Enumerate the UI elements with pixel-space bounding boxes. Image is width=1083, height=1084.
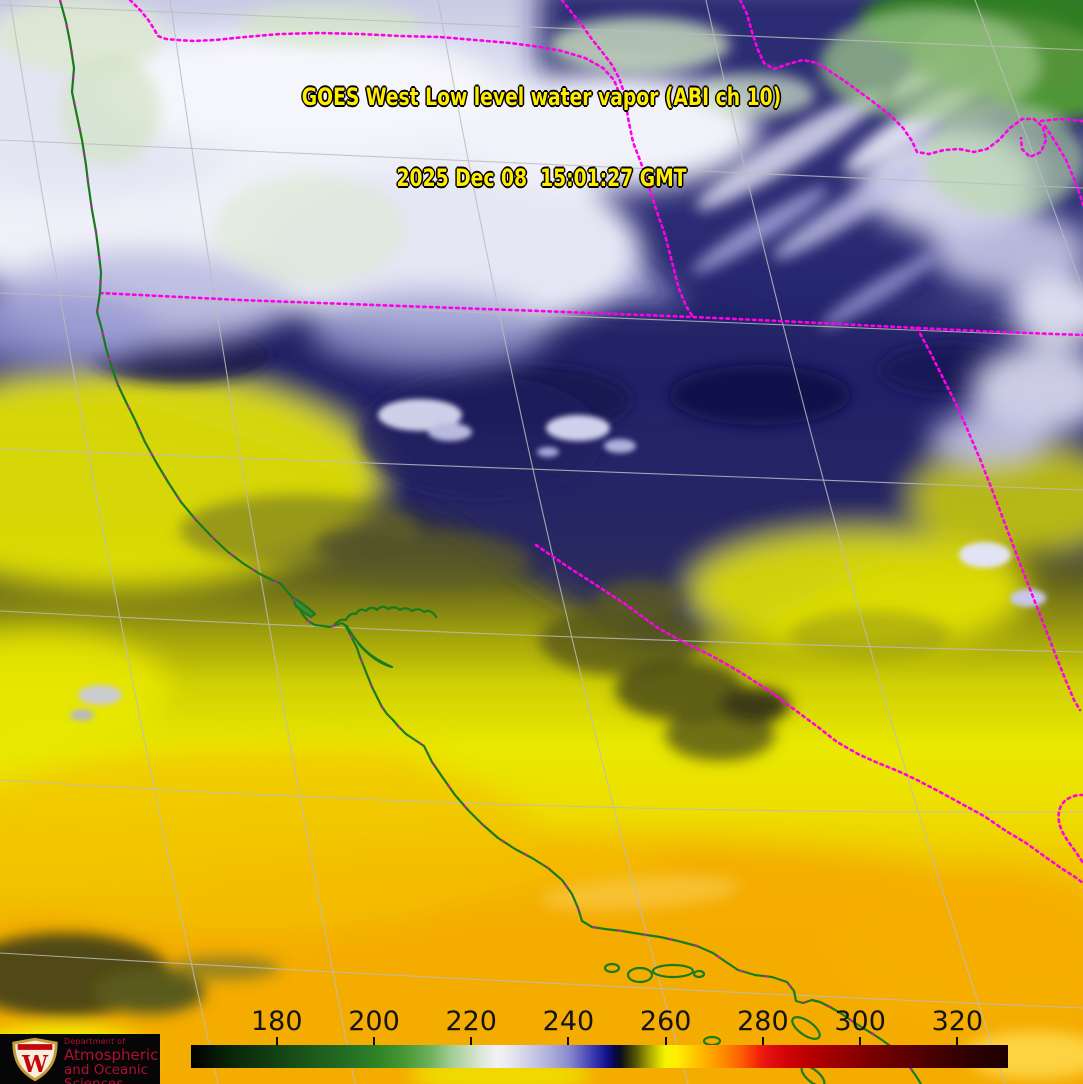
uw-crest-icon: W	[12, 1037, 58, 1082]
colorbar-label: 180	[251, 1006, 303, 1037]
colorbar	[191, 1045, 1008, 1068]
colorbar-label: 320	[931, 1006, 984, 1037]
colorbar-tick	[275, 1037, 278, 1045]
border-california-nevada-diagonal	[534, 543, 1083, 885]
colorbar-label: 220	[445, 1006, 497, 1037]
pacific-coastline	[58, 0, 922, 1084]
colorbar-tick	[761, 1037, 764, 1045]
colorbar-tick	[664, 1037, 667, 1045]
colorbar-tick	[956, 1037, 959, 1045]
colorbar-label: 240	[542, 1006, 595, 1037]
green-tint-layer	[0, 0, 1083, 285]
channel-islands	[603, 962, 826, 1084]
colorbar-tick	[470, 1037, 473, 1045]
title-line-2: 2025 Dec 08 15:01:27 GMT	[396, 164, 687, 192]
san-francisco-bay	[332, 605, 438, 627]
border-42n	[98, 291, 1083, 337]
colorbar-tick	[373, 1037, 375, 1045]
coastline	[58, 0, 923, 1084]
colorbar-tick	[859, 1037, 862, 1045]
logo-line-3: and Oceanic Sciences	[64, 1062, 149, 1084]
colorbar-label: 260	[639, 1006, 692, 1037]
colorbar-tick	[567, 1037, 570, 1045]
title-line-1: GOES West Low level water vapor (ABI ch …	[301, 83, 782, 111]
logo-dept-line: Department of	[64, 1037, 126, 1046]
image-title: GOES West Low level water vapor (ABI ch …	[119, 30, 964, 246]
crest-letter: W	[21, 1051, 49, 1078]
san-francisco-south-bay	[345, 624, 394, 669]
border-oregon-idaho	[560, 0, 695, 319]
colorbar-tick-labels: 180 200 220 240 260 280 300 320	[191, 1006, 1008, 1037]
border-right-edge-top	[1039, 117, 1083, 123]
small-clouds-layer	[70, 399, 1046, 721]
border-snake-river	[738, 0, 1048, 159]
border-right-edge-diag	[1043, 124, 1083, 207]
terrain-dry-patches-layer	[0, 49, 1083, 1084]
logo-line-2: Atmospheric	[64, 1046, 159, 1064]
border-nevada-utah	[915, 326, 1082, 712]
state-borders	[98, 0, 1083, 885]
colorbar-label: 200	[348, 1006, 400, 1037]
aos-logo: W Department of Atmospheric and Oceanic …	[0, 1034, 160, 1084]
colorbar-label: 300	[834, 1006, 886, 1037]
logo-text: Department of Atmospheric and Oceanic Sc…	[64, 1038, 160, 1084]
colorbar-ticks	[191, 1037, 1008, 1045]
border-colorado-river-bend	[1057, 793, 1083, 865]
point-reyes	[290, 595, 317, 619]
colorbar-label: 280	[737, 1006, 789, 1037]
